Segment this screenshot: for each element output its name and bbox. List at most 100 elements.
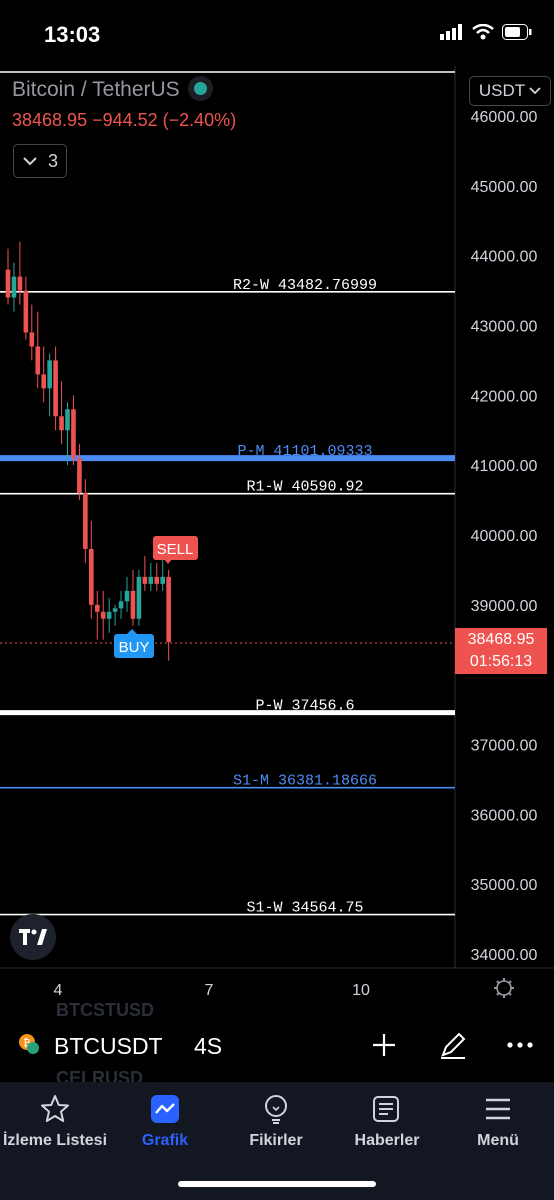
candle-body [166, 576, 171, 642]
nav-chart[interactable]: Grafik [110, 1092, 220, 1150]
time-axis-ticks: 4 7 10 [54, 982, 370, 999]
add-icon[interactable] [369, 1030, 399, 1060]
candle-body [136, 576, 142, 619]
star-icon [41, 1095, 69, 1122]
candle-body [106, 611, 112, 619]
current-price-tag: 38468.95 01:56:13 [455, 628, 547, 674]
price-tick-label: 35000.00 [471, 877, 538, 894]
price-change: 38468.95 −944.52 (−2.40%) [12, 110, 237, 130]
sell-label: SELL [157, 541, 194, 558]
newspaper-icon [373, 1096, 399, 1122]
candle-body [23, 290, 29, 333]
wifi-icon [472, 24, 494, 40]
tradingview-logo-icon[interactable] [10, 914, 56, 960]
nav-watchlist-label: İzleme Listesi [2, 1132, 108, 1149]
current-price: 38468.95 [467, 631, 535, 648]
level-label: P-M 41101.09333 [237, 443, 372, 460]
price-tick-label: 43000.00 [471, 319, 538, 336]
candle-body [142, 576, 148, 584]
candle-body [112, 608, 118, 612]
status-time: 13:03 [44, 22, 101, 47]
level-label: S1-W 34564.75 [246, 900, 363, 917]
candle-body [35, 346, 41, 375]
candle-body [130, 590, 136, 619]
nav-menu[interactable]: Menü [443, 1092, 553, 1150]
status-icons [440, 24, 532, 40]
time-tick-label: 7 [205, 982, 214, 999]
buy-label: BUY [119, 639, 150, 656]
level-label: S1-M 36381.18666 [233, 773, 377, 790]
status-bar: 13:03 [0, 0, 554, 70]
chart-settings-icon[interactable] [494, 978, 514, 998]
price-tick-label: 41000.00 [471, 458, 538, 475]
cellular-signal-icon [440, 24, 462, 40]
candle-body [29, 332, 35, 347]
battery-icon [502, 24, 532, 40]
candle-body [41, 374, 46, 389]
more-options-icon[interactable] [505, 1030, 535, 1060]
candle-body [59, 416, 64, 431]
candle-body [154, 576, 160, 584]
candle-body [83, 493, 88, 549]
price-tick-label: 42000.00 [471, 388, 538, 405]
nav-watchlist[interactable]: İzleme Listesi [0, 1092, 110, 1150]
chevron-down-icon [529, 87, 541, 95]
nav-ideas-label: Fikirler [249, 1132, 303, 1149]
price-axis-ticks: 46000.00 45000.00 44000.00 43000.00 42000.00… [471, 109, 538, 964]
price-tick-label: 37000.00 [471, 738, 538, 755]
candle-body [77, 458, 82, 494]
price-tick-label: 39000.00 [471, 598, 538, 615]
candle-body [89, 548, 94, 605]
hamburger-menu-icon [486, 1098, 510, 1120]
nav-ideas[interactable]: Fikirler [221, 1092, 331, 1150]
candle-body [5, 269, 11, 298]
indicators-toggle-button[interactable]: 3 [13, 144, 67, 178]
price-tick-label: 34000.00 [471, 947, 538, 964]
nav-news[interactable]: Haberler [332, 1092, 442, 1150]
price-chart[interactable]: R2-W 43482.76999 P-M 41101.09333 R1-W 4059… [0, 66, 554, 1046]
home-indicator [178, 1181, 376, 1187]
time-tick-label: 4 [54, 982, 63, 999]
market-status-icon [193, 82, 207, 95]
chart-icon [151, 1095, 179, 1123]
sell-signal[interactable]: SELL [153, 536, 198, 564]
price-tick-label: 36000.00 [471, 807, 538, 824]
drawing-pen-icon[interactable] [438, 1030, 468, 1060]
currency-label: USDT [478, 81, 526, 100]
price-tick-label: 44000.00 [471, 249, 538, 266]
symbol-title[interactable]: Bitcoin / TetherUS [12, 78, 180, 101]
candle-body [71, 409, 76, 459]
symbol-ticker[interactable]: BTCUSDT [54, 1033, 163, 1059]
level-label: R1-W 40590.92 [246, 479, 363, 496]
candle-body [160, 576, 165, 584]
candle-body [53, 360, 58, 417]
bottom-navigation: İzleme Listesi Grafik Fikirler Haberler … [0, 1082, 554, 1200]
candle-body [100, 611, 106, 619]
chevron-down-icon [23, 157, 37, 166]
lightbulb-icon [265, 1095, 287, 1124]
candle-body [148, 576, 154, 584]
nav-menu-label: Menü [477, 1132, 519, 1149]
candle-body [17, 276, 23, 291]
price-tick-label: 45000.00 [471, 179, 538, 196]
indicators-count: 3 [47, 150, 58, 171]
nav-chart-label: Grafik [141, 1132, 189, 1149]
nav-news-label: Haberler [354, 1132, 420, 1149]
currency-selector[interactable]: USDT [469, 76, 551, 106]
candle-body [118, 601, 124, 609]
prev-symbol-ghost: BTCSTUSD [56, 1000, 154, 1020]
interval-selector[interactable]: 4S [194, 1033, 223, 1059]
candle-body [124, 590, 130, 602]
bitcoin-tether-icon: ₿ [19, 1034, 39, 1054]
candle-body [94, 604, 100, 612]
pivot-levels: R2-W 43482.76999 P-M 41101.09333 R1-W 4059… [0, 277, 455, 917]
candle-body [47, 360, 52, 389]
chart-header: Bitcoin / TetherUS 38468.95 −944.52 (−2.… [12, 78, 236, 131]
candle-body [65, 409, 70, 431]
level-label: R2-W 43482.76999 [233, 277, 377, 294]
buy-signal[interactable]: BUY [114, 629, 154, 658]
candles [5, 241, 171, 661]
price-tick-label: 46000.00 [471, 109, 538, 126]
time-tick-label: 10 [352, 982, 370, 999]
svg-text:₿: ₿ [23, 1037, 30, 1049]
